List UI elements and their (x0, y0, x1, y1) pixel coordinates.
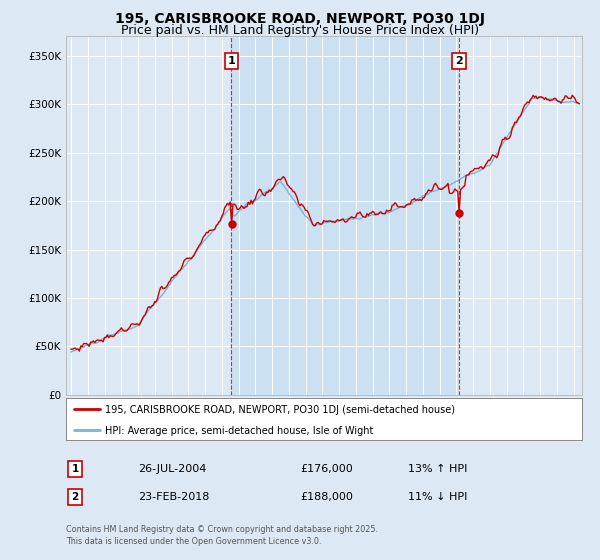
Text: 13% ↑ HPI: 13% ↑ HPI (408, 464, 467, 474)
Text: 26-JUL-2004: 26-JUL-2004 (138, 464, 206, 474)
Text: 2: 2 (71, 492, 79, 502)
Text: 2: 2 (455, 56, 463, 66)
Text: £176,000: £176,000 (300, 464, 353, 474)
Text: 195, CARISBROOKE ROAD, NEWPORT, PO30 1DJ (semi-detached house): 195, CARISBROOKE ROAD, NEWPORT, PO30 1DJ… (104, 405, 455, 415)
Text: 23-FEB-2018: 23-FEB-2018 (138, 492, 209, 502)
Text: HPI: Average price, semi-detached house, Isle of Wight: HPI: Average price, semi-detached house,… (104, 426, 373, 436)
Text: Price paid vs. HM Land Registry's House Price Index (HPI): Price paid vs. HM Land Registry's House … (121, 24, 479, 36)
Text: Contains HM Land Registry data © Crown copyright and database right 2025.
This d: Contains HM Land Registry data © Crown c… (66, 525, 378, 545)
Text: 195, CARISBROOKE ROAD, NEWPORT, PO30 1DJ: 195, CARISBROOKE ROAD, NEWPORT, PO30 1DJ (115, 12, 485, 26)
Text: 1: 1 (227, 56, 235, 66)
Text: £188,000: £188,000 (300, 492, 353, 502)
Text: 11% ↓ HPI: 11% ↓ HPI (408, 492, 467, 502)
Bar (232, 36, 459, 395)
Text: 1: 1 (71, 464, 79, 474)
